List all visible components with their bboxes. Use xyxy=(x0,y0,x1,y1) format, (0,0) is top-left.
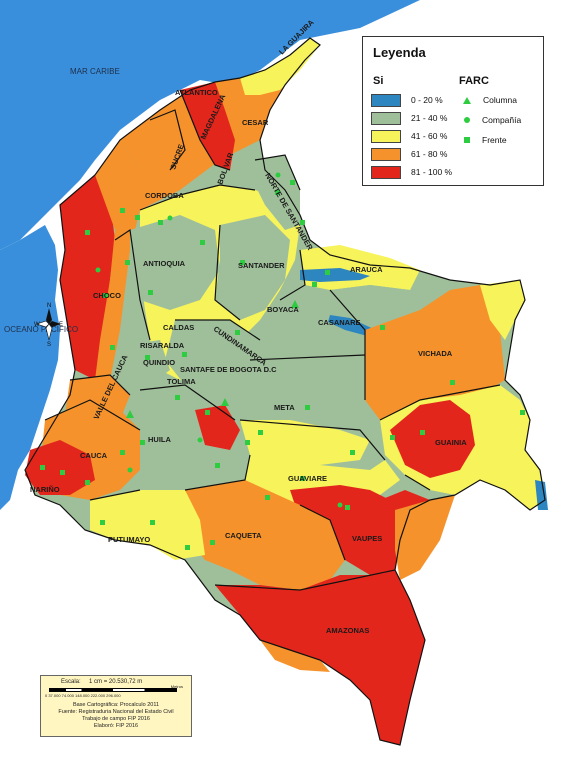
label-arauca: ARAUCA xyxy=(350,265,383,274)
region-antioquia-green xyxy=(130,215,220,310)
label-vichada: VICHADA xyxy=(418,349,453,358)
label-casanare: CASANARE xyxy=(318,318,361,327)
scale-box: Escala: 1 cm = 20.530,72 m Metros 0 37.0… xyxy=(40,675,192,737)
legend-frente: Frente xyxy=(463,133,507,147)
label-cordoba: CORDOBA xyxy=(145,191,184,200)
label-putumayo: PUTUMAYO xyxy=(108,535,150,544)
label-quindio: QUINDIO xyxy=(143,358,175,367)
compass-e: E xyxy=(59,322,63,328)
label-amazonas: AMAZONAS xyxy=(326,626,369,635)
legend-range-0-20: 0 - 20 % xyxy=(371,93,443,107)
region-guainia-blue xyxy=(535,480,548,510)
compass-n: N xyxy=(47,303,51,309)
label-caldas: CALDAS xyxy=(163,323,194,332)
region-sucre xyxy=(150,110,185,170)
legend-range-21-40: 21 - 40 % xyxy=(371,111,447,125)
region-guainia-red xyxy=(390,400,475,478)
label-narino: NARIÑO xyxy=(30,485,60,494)
scale-units: Metros xyxy=(170,684,183,689)
label-guainia: GUAINIA xyxy=(435,438,467,447)
square-icon xyxy=(464,137,470,143)
swatch-red xyxy=(371,165,401,179)
region-choco-west xyxy=(60,175,115,380)
label-bogota: SANTAFE DE BOGOTA D.C xyxy=(180,365,277,374)
region-vichada-yellow xyxy=(480,280,525,340)
legend-range-label: 41 - 60 % xyxy=(411,131,448,141)
label-meta: META xyxy=(274,403,295,412)
triangle-icon xyxy=(463,96,471,104)
department-borders xyxy=(24,37,546,746)
compass-rose-icon: N S W E xyxy=(34,303,63,346)
compass-s: S xyxy=(47,342,51,346)
label-guaviare: GUAVIARE xyxy=(288,474,327,483)
label-choco: CHOCO xyxy=(93,291,121,300)
legend-symbol-label: Compañía xyxy=(482,115,522,125)
region-narino-red xyxy=(25,440,95,495)
legend-columna: Columna xyxy=(463,93,517,107)
region-cundinamarca-green xyxy=(165,320,260,385)
label-caqueta: CAQUETA xyxy=(225,531,262,540)
scale-line: Escala: 1 cm = 20.530,72 m xyxy=(61,679,142,685)
label-santander: SANTANDER xyxy=(238,261,285,270)
region-valle xyxy=(65,375,130,425)
label-huila: HUILA xyxy=(148,435,171,444)
compass-w: W xyxy=(34,322,40,328)
legend-range-61-80: 61 - 80 % xyxy=(371,147,447,161)
legend-compania: Compañía xyxy=(463,113,521,127)
legend-title: Leyenda xyxy=(373,45,426,60)
label-risaralda: RISARALDA xyxy=(140,341,185,350)
region-choco-inner xyxy=(95,140,140,380)
scale-bar xyxy=(49,688,177,692)
legend-range-label: 21 - 40 % xyxy=(411,113,448,123)
label-cesar: CESAR xyxy=(242,118,269,127)
farc-markers xyxy=(40,172,525,550)
label-tolima: TOLIMA xyxy=(167,377,196,386)
swatch-blue xyxy=(371,93,401,107)
legend-symbol-label: Columna xyxy=(483,95,518,105)
scale-value: 1 cm = 20.530,72 m xyxy=(89,679,143,685)
map-legend: Leyenda Si FARC 0 - 20 % 21 - 40 % 41 - … xyxy=(362,36,544,186)
map-credits: Base Cartográfica: Procalculo 2011 Fuent… xyxy=(41,702,191,730)
legend-range-label: 81 - 100 % xyxy=(411,167,453,177)
region-santander-green xyxy=(215,215,290,320)
scale-ticks: 0 37.000 74.000 148.000 222.000 296.000 xyxy=(45,693,121,698)
credit-fieldwork: Trabajo de campo FIP 2016 xyxy=(82,716,150,722)
credit-source: Fuente: Registraduria Nacional del Estad… xyxy=(58,709,174,715)
caribbean-sea-label: MAR CARIBE xyxy=(70,67,120,76)
region-arauca-blue xyxy=(300,268,370,282)
region-bolivar-red xyxy=(180,82,235,170)
region-guajira xyxy=(240,38,320,95)
legend-range-81-100: 81 - 100 % xyxy=(371,165,452,179)
legend-farc-heading: FARC xyxy=(459,75,489,87)
region-amazonas-orange xyxy=(260,640,330,672)
legend-range-41-60: 41 - 60 % xyxy=(371,129,447,143)
label-atlantico: ATLANTICO xyxy=(175,88,218,97)
credit-author: Elaboró: FIP 2016 xyxy=(93,723,139,729)
region-putumayo xyxy=(90,490,205,560)
pacific-ocean-label: OCEANO PACIFICO xyxy=(4,325,78,334)
label-vaupes: VAUPES xyxy=(352,534,382,543)
caribbean-sea xyxy=(0,0,420,250)
label-cauca: CAUCA xyxy=(80,451,108,460)
scale-label: Escala: xyxy=(61,679,81,685)
region-vichada xyxy=(365,285,505,420)
legend-range-label: 61 - 80 % xyxy=(411,149,448,159)
pacific-ocean xyxy=(0,225,60,510)
region-meta-yellow xyxy=(240,420,370,465)
region-amazonas xyxy=(215,570,425,745)
credit-base: Base Cartográfica: Procalculo 2011 xyxy=(72,702,160,708)
label-antioquia: ANTIOQUIA xyxy=(143,259,186,268)
region-quindio xyxy=(125,340,170,385)
legend-si-heading: Si xyxy=(373,75,384,87)
swatch-orange xyxy=(371,147,401,161)
label-boyaca: BOYACA xyxy=(267,305,299,314)
swatch-yellow xyxy=(371,129,401,143)
legend-range-label: 0 - 20 % xyxy=(411,95,443,105)
circle-icon xyxy=(464,117,470,123)
region-vaupes-orange xyxy=(395,495,455,580)
legend-symbol-label: Frente xyxy=(482,135,507,145)
swatch-green xyxy=(371,111,401,125)
